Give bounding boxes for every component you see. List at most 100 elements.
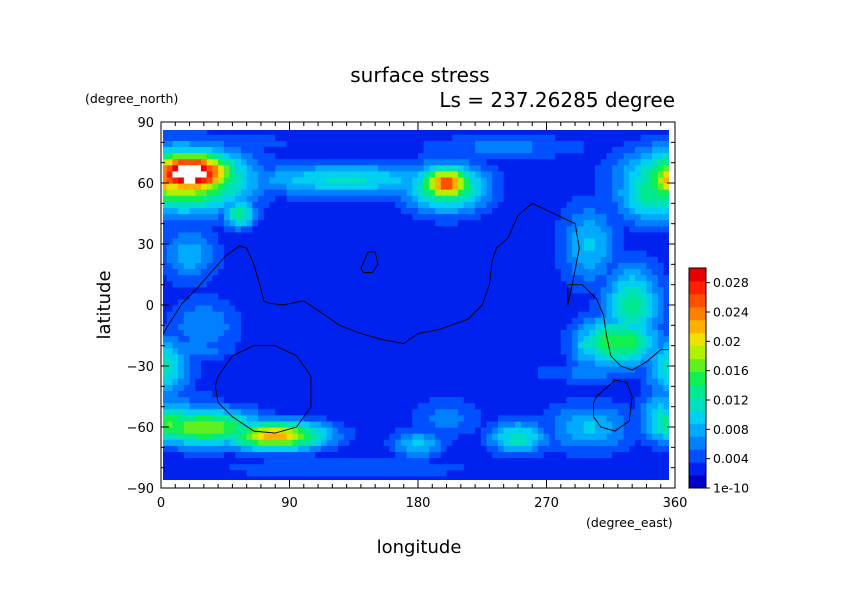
heatmap-cell bbox=[520, 237, 528, 245]
heatmap-cell bbox=[452, 244, 459, 251]
heatmap-cell bbox=[275, 134, 282, 141]
heatmap-cell bbox=[320, 396, 328, 404]
heatmap-cell bbox=[532, 152, 539, 160]
heatmap-cell bbox=[503, 341, 510, 349]
heatmap-cell bbox=[457, 292, 465, 300]
heatmap-cell bbox=[309, 390, 316, 398]
heatmap-cell bbox=[172, 396, 179, 404]
heatmap-cell bbox=[326, 396, 333, 404]
heatmap-cell bbox=[623, 280, 630, 288]
heatmap-cell bbox=[389, 268, 396, 276]
heatmap-cell bbox=[595, 372, 602, 379]
heatmap-cell bbox=[617, 195, 625, 202]
heatmap-cell bbox=[212, 329, 219, 337]
heatmap-cell bbox=[229, 378, 236, 385]
heatmap-cell bbox=[612, 219, 619, 227]
heatmap-cell bbox=[166, 451, 174, 459]
heatmap-cell bbox=[452, 445, 459, 452]
heatmap-cell bbox=[503, 408, 510, 416]
heatmap-cell bbox=[406, 298, 413, 306]
heatmap-cell bbox=[166, 475, 174, 480]
heatmap-cell bbox=[526, 427, 533, 434]
heatmap-cell bbox=[589, 396, 596, 404]
heatmap-cell bbox=[572, 140, 579, 147]
heatmap-cell bbox=[526, 195, 533, 202]
heatmap-cell bbox=[532, 274, 539, 282]
heatmap-cell bbox=[617, 451, 625, 459]
heatmap-cell bbox=[549, 451, 556, 459]
heatmap-cell bbox=[435, 463, 442, 471]
heatmap-cell bbox=[326, 146, 333, 154]
heatmap-cell bbox=[532, 213, 539, 221]
heatmap-cell bbox=[497, 274, 505, 282]
heatmap-cell bbox=[195, 152, 202, 160]
heatmap-cell bbox=[343, 353, 351, 361]
heatmap-cell bbox=[435, 152, 442, 160]
heatmap-cell bbox=[612, 134, 619, 141]
heatmap-cell bbox=[172, 414, 179, 422]
heatmap-cell bbox=[589, 231, 596, 239]
heatmap-cell bbox=[572, 451, 579, 459]
heatmap-cell bbox=[440, 384, 448, 391]
heatmap-cell bbox=[263, 164, 271, 172]
heatmap-cell bbox=[503, 433, 510, 440]
heatmap-cell bbox=[612, 347, 619, 355]
heatmap-cell bbox=[515, 207, 522, 215]
heatmap-cell bbox=[218, 317, 225, 324]
heatmap-cell bbox=[520, 323, 528, 330]
heatmap-cell bbox=[275, 366, 282, 373]
heatmap-cell bbox=[435, 396, 442, 404]
heatmap-cell bbox=[623, 390, 630, 398]
heatmap-cell bbox=[446, 366, 453, 373]
heatmap-cell bbox=[229, 256, 236, 263]
heatmap-cell bbox=[418, 183, 425, 190]
heatmap-cell bbox=[229, 366, 236, 373]
heatmap-cell bbox=[246, 146, 253, 154]
heatmap-cell bbox=[629, 335, 636, 343]
heatmap-cell bbox=[515, 305, 522, 312]
heatmap-cell bbox=[629, 378, 636, 385]
heatmap-cell bbox=[555, 317, 562, 324]
heatmap-cell bbox=[469, 347, 476, 355]
heatmap-cell bbox=[457, 329, 465, 337]
heatmap-cell bbox=[372, 335, 379, 343]
heatmap-cell bbox=[423, 390, 431, 398]
heatmap-cell bbox=[252, 237, 259, 245]
heatmap-cell bbox=[389, 207, 396, 215]
heatmap-cell bbox=[520, 353, 528, 361]
heatmap-cell bbox=[537, 280, 545, 288]
heatmap-cell bbox=[469, 372, 476, 379]
heatmap-cell bbox=[543, 219, 550, 227]
heatmap-cell bbox=[263, 146, 271, 154]
heatmap-cell bbox=[526, 451, 533, 459]
heatmap-cell bbox=[338, 341, 345, 349]
heatmap-cell bbox=[492, 189, 499, 196]
heatmap-cell bbox=[475, 427, 482, 434]
heatmap-cell bbox=[395, 420, 402, 428]
heatmap-cell bbox=[560, 420, 568, 428]
heatmap-cell bbox=[435, 311, 442, 318]
heatmap-cell bbox=[418, 219, 425, 227]
heatmap-cell bbox=[229, 225, 236, 233]
heatmap-cell bbox=[486, 311, 493, 318]
heatmap-cell bbox=[218, 475, 225, 480]
heatmap-cell bbox=[492, 366, 499, 373]
heatmap-cell bbox=[515, 433, 522, 440]
heatmap-cell bbox=[486, 286, 493, 294]
heatmap-cell bbox=[166, 207, 174, 215]
heatmap-cell bbox=[378, 378, 385, 385]
heatmap-cell bbox=[406, 390, 413, 398]
heatmap-cell bbox=[372, 329, 379, 337]
heatmap-cell bbox=[235, 256, 242, 263]
heatmap-cell bbox=[412, 286, 419, 294]
heatmap-cell bbox=[258, 396, 265, 404]
heatmap-cell bbox=[480, 433, 488, 440]
heatmap-cell bbox=[258, 329, 265, 337]
heatmap-cell bbox=[166, 292, 174, 300]
heatmap-cell bbox=[463, 427, 470, 434]
heatmap-cell bbox=[298, 372, 305, 379]
heatmap-cell bbox=[343, 469, 351, 477]
heatmap-cell bbox=[264, 122, 270, 129]
heatmap-cell bbox=[163, 231, 168, 239]
heatmap-cell bbox=[452, 390, 459, 398]
